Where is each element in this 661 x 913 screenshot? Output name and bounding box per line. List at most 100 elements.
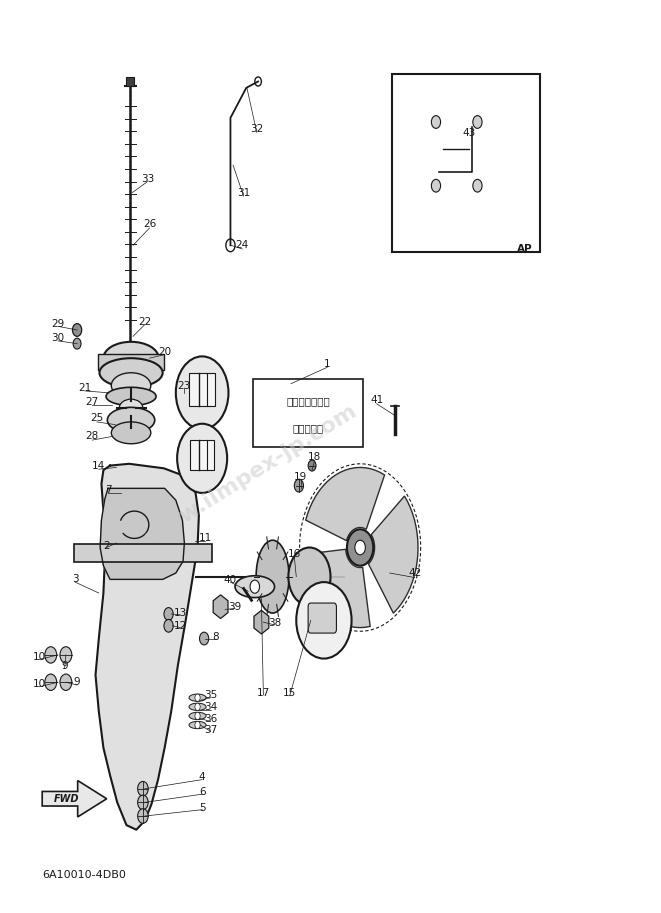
Text: 13: 13 [174,608,187,618]
Circle shape [355,540,366,555]
Ellipse shape [189,712,206,719]
Circle shape [200,632,209,645]
Circle shape [288,548,330,606]
Text: 25: 25 [90,414,104,424]
Ellipse shape [103,341,159,374]
Polygon shape [42,781,106,817]
Ellipse shape [189,721,206,729]
Text: 20: 20 [158,347,171,357]
Text: 9: 9 [61,661,68,671]
Circle shape [73,338,81,349]
Circle shape [473,116,482,129]
Circle shape [294,479,303,492]
Text: 18: 18 [308,452,321,461]
Text: 33: 33 [141,173,154,184]
Bar [74,544,212,562]
Text: 5: 5 [199,803,206,813]
Text: 37: 37 [204,725,217,735]
Text: 32: 32 [250,124,263,134]
Text: 23: 23 [178,381,191,391]
Text: 40: 40 [224,575,237,585]
Circle shape [347,530,373,566]
Text: 4: 4 [199,771,206,782]
Text: アセンブリ: アセンブリ [293,424,324,434]
Circle shape [296,582,352,658]
Text: 41: 41 [370,395,383,405]
Circle shape [60,674,72,690]
Bar [393,74,541,252]
Text: 36: 36 [204,714,217,724]
Text: 24: 24 [236,240,249,250]
Circle shape [308,460,316,471]
Text: 9: 9 [74,677,81,687]
Text: 38: 38 [268,618,281,628]
Ellipse shape [111,373,151,398]
Text: 26: 26 [143,219,156,229]
Text: 14: 14 [92,460,106,470]
Circle shape [250,580,260,593]
Circle shape [195,694,200,701]
Circle shape [195,721,200,729]
Circle shape [473,179,482,192]
FancyBboxPatch shape [189,373,215,405]
Text: 19: 19 [294,471,307,481]
Circle shape [432,179,441,192]
Circle shape [137,809,148,824]
Circle shape [45,646,57,663]
Text: 7: 7 [104,485,111,495]
Circle shape [137,782,148,796]
Circle shape [176,356,229,429]
Circle shape [177,424,227,493]
Circle shape [432,116,441,129]
Text: 6A10010-4DB0: 6A10010-4DB0 [42,870,126,880]
Text: 17: 17 [256,688,270,698]
Circle shape [195,712,200,719]
Ellipse shape [99,358,163,387]
Circle shape [164,607,173,620]
FancyBboxPatch shape [308,603,336,633]
Ellipse shape [119,399,143,417]
Circle shape [45,674,57,690]
Polygon shape [303,550,370,627]
Text: 10: 10 [32,679,46,689]
Bar [253,379,364,447]
Bar [98,353,164,370]
Text: 16: 16 [288,549,301,559]
Text: 28: 28 [85,432,99,442]
Circle shape [60,646,72,663]
Circle shape [195,703,200,710]
Polygon shape [100,488,184,580]
Text: 42: 42 [408,568,421,578]
Text: 22: 22 [138,317,151,327]
Text: AP: AP [517,245,533,255]
Text: 12: 12 [174,621,187,631]
Text: 34: 34 [204,702,217,712]
Text: 27: 27 [85,397,99,407]
Text: 2: 2 [103,540,110,551]
Ellipse shape [256,540,289,613]
Text: 6: 6 [199,787,206,797]
Ellipse shape [235,576,274,598]
Text: 3: 3 [72,574,79,584]
Circle shape [137,795,148,810]
Polygon shape [305,467,385,540]
Text: 11: 11 [199,533,212,543]
Text: 21: 21 [79,383,92,394]
Ellipse shape [106,387,156,405]
Polygon shape [368,496,418,614]
Circle shape [73,323,82,336]
Polygon shape [96,464,199,830]
Ellipse shape [111,422,151,444]
Text: 10: 10 [32,652,46,662]
Text: ロワーユニット: ロワーユニット [286,396,330,406]
Text: 1: 1 [324,359,330,369]
Text: 35: 35 [204,690,217,700]
Circle shape [164,619,173,632]
Text: 8: 8 [213,632,219,642]
Text: 29: 29 [52,319,65,329]
Text: 31: 31 [237,187,251,197]
Bar [126,77,134,86]
Text: 39: 39 [229,602,242,612]
Text: 43: 43 [462,129,475,139]
Ellipse shape [189,694,206,701]
